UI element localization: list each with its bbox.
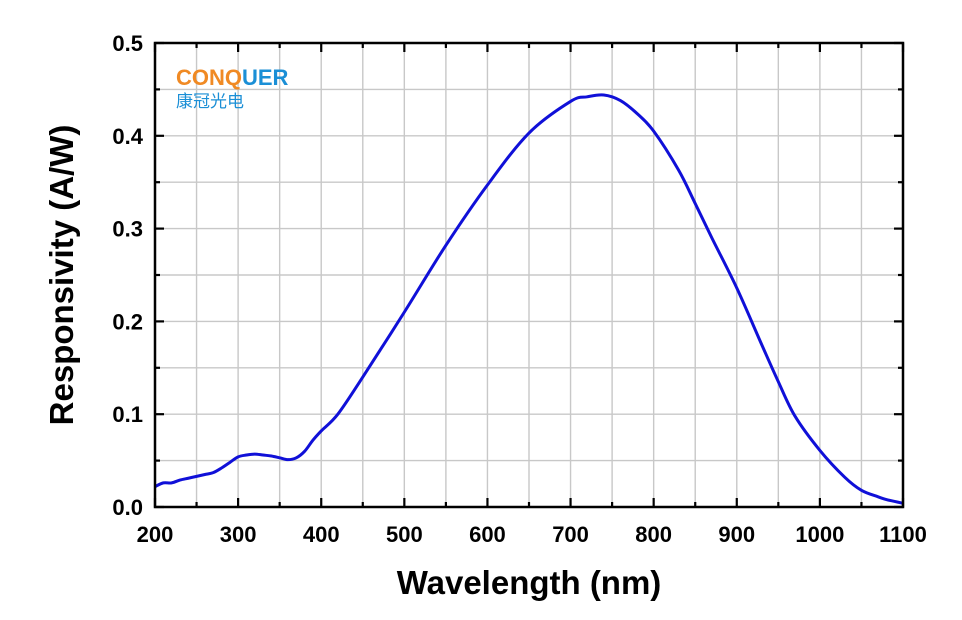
logo-text-orange: CONQ (176, 65, 242, 90)
x-tick-label: 200 (137, 522, 174, 547)
grid-lines (155, 43, 903, 507)
x-tick-label: 700 (552, 522, 589, 547)
y-tick-label: 0.1 (112, 402, 143, 427)
series-line (154, 93, 904, 505)
logo-text-cn: 康冠光电 (176, 92, 244, 112)
x-tick-labels: 200 300 400 500 600 700 800 900 1000 1100 (137, 522, 927, 547)
series-layer (154, 93, 904, 505)
y-tick-label: 0.2 (112, 309, 143, 334)
x-tick-label: 1000 (795, 522, 844, 547)
x-tick-label: 300 (220, 522, 257, 547)
x-axis-title: Wavelength (nm) (397, 564, 662, 601)
logo-text-blue: UER (242, 65, 289, 90)
logo-text: CONQUER (176, 65, 289, 90)
y-axis-title: Responsivity (A/W) (43, 125, 80, 426)
x-tick-label: 400 (303, 522, 340, 547)
y-tick-label: 0.3 (112, 217, 143, 242)
y-tick-label: 0.0 (112, 495, 143, 520)
x-tick-label: 500 (386, 522, 423, 547)
x-tick-label: 900 (718, 522, 755, 547)
y-tick-label: 0.4 (112, 124, 143, 149)
x-tick-label: 1100 (879, 522, 927, 547)
conquer-logo: CONQUER 康冠光电 (176, 65, 289, 112)
y-tick-label: 0.5 (112, 31, 143, 56)
x-tick-label: 800 (635, 522, 672, 547)
y-tick-labels: 0.0 0.1 0.2 0.3 0.4 0.5 (112, 31, 143, 520)
x-tick-label: 600 (469, 522, 506, 547)
axis-ticks (153, 41, 905, 509)
